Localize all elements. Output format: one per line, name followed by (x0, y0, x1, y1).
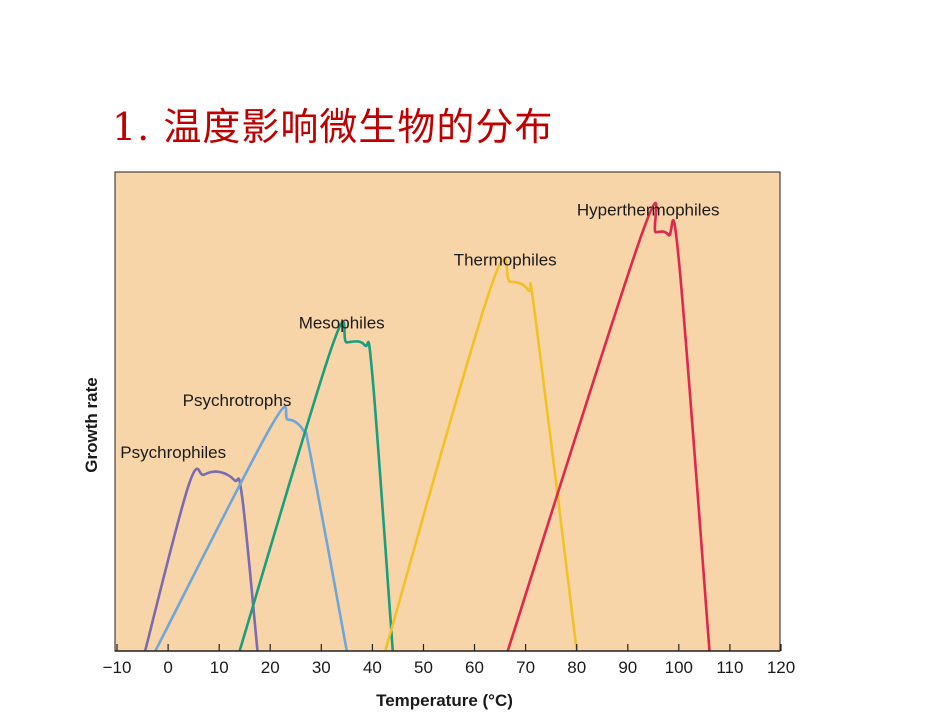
x-tick-label: 100 (665, 658, 693, 677)
x-tick-label: 0 (163, 658, 172, 677)
x-ticks-group: −10 0 10 20 30 40 50 60 70 80 90 100 110 120 (103, 644, 795, 677)
x-tick-label: −10 (103, 658, 132, 677)
slide-title: 1. 温度影响微生物的分布 (112, 105, 554, 149)
curve-label-hyperthermophiles: Hyperthermophiles (577, 201, 720, 220)
curve-label-psychrophiles: Psychrophiles (120, 443, 226, 462)
curve-psychrophiles (143, 467, 259, 652)
x-tick-label: 20 (261, 658, 280, 677)
x-tick-label: 40 (363, 658, 382, 677)
curve-label-psychrotrophs: Psychrotrophs (183, 391, 292, 410)
curve-label-mesophiles: Mesophiles (299, 314, 385, 333)
x-axis-title: Temperature (°C) (376, 691, 513, 710)
curve-hyperthermophiles (506, 201, 711, 652)
x-tick-label: 70 (516, 658, 535, 677)
x-tick-label: 30 (312, 658, 331, 677)
y-axis-title: Growth rate (82, 377, 101, 472)
curve-psychrotrophs (154, 405, 349, 652)
x-tick-label: 120 (767, 658, 795, 677)
curve-labels-group: Psychrophiles Psychrotrophs Mesophiles Ther… (120, 201, 719, 462)
x-tick-label: 110 (716, 658, 743, 677)
x-tick-label: 80 (567, 658, 586, 677)
curves-group (143, 201, 711, 652)
x-tick-label: 60 (465, 658, 484, 677)
x-tick-label: 90 (618, 658, 637, 677)
x-tick-label: 50 (414, 658, 433, 677)
x-tick-label: 10 (210, 658, 229, 677)
curve-mesophiles (238, 320, 395, 652)
curve-label-thermophiles: Thermophiles (454, 250, 557, 269)
plot-background (114, 171, 781, 652)
curve-thermophiles (383, 257, 578, 652)
